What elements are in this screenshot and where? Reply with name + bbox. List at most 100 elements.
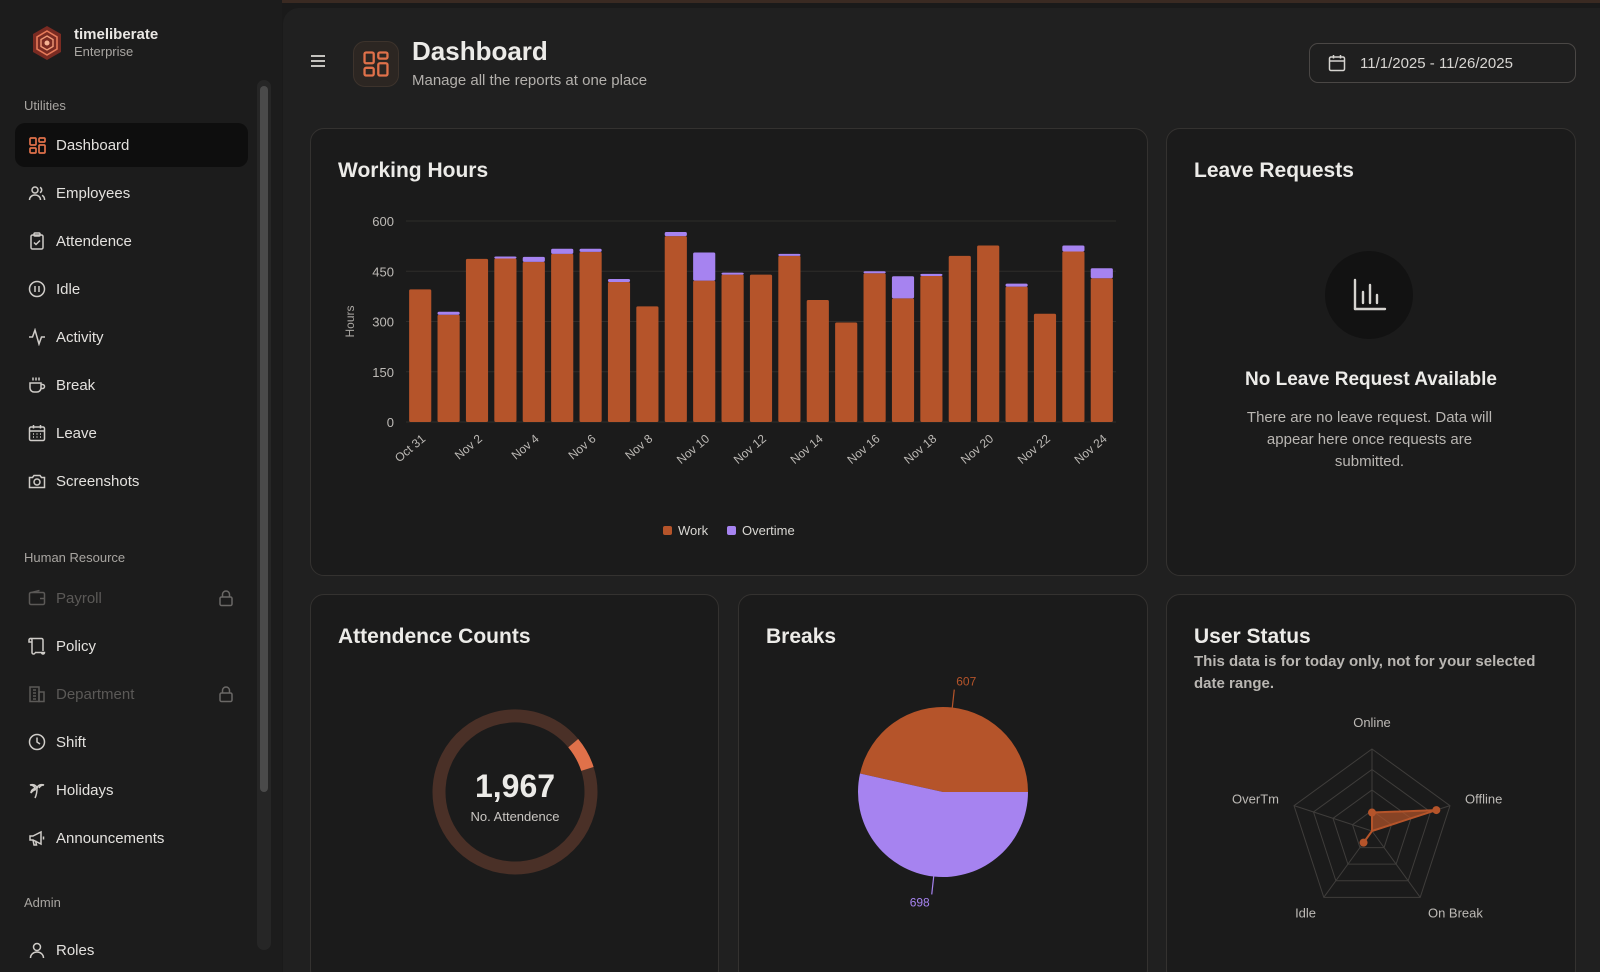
users-icon	[28, 184, 46, 202]
sidebar-item-roles[interactable]: Roles	[15, 928, 248, 972]
sidebar-item-idle[interactable]: Idle	[15, 267, 248, 311]
pause-circle-icon	[28, 280, 46, 298]
sidebar-item-announcements[interactable]: Announcements	[15, 816, 248, 860]
bar-work	[494, 258, 517, 422]
leave-requests-card: Leave Requests No Leave Request Availabl…	[1166, 128, 1576, 576]
clipboard-check-icon	[28, 232, 46, 250]
sidebar-item-payroll[interactable]: Payroll	[15, 576, 248, 620]
section-label-admin: Admin	[24, 895, 61, 910]
sidebar-scroll-thumb[interactable]	[260, 86, 268, 792]
bar-overtime	[437, 311, 460, 315]
sidebar-item-department[interactable]: Department	[15, 672, 248, 716]
bar-overtime	[920, 273, 943, 276]
page-subtitle: Manage all the reports at one place	[412, 72, 648, 89]
user-status-card: User Status This data is for today only,…	[1166, 594, 1576, 972]
pie-data-label: 607	[956, 675, 976, 689]
x-tick-label: Nov 2	[452, 431, 485, 462]
date-range-picker[interactable]: 11/1/2025 - 11/26/2025	[1309, 43, 1576, 83]
sidebar-item-employees[interactable]: Employees	[15, 171, 248, 215]
radar-spoke	[1371, 830, 1421, 898]
x-tick-label: Nov 4	[509, 431, 542, 462]
sidebar-item-label: Activity	[56, 328, 104, 346]
x-tick-label: Nov 8	[622, 431, 655, 462]
radar-axis-label: Idle	[1295, 906, 1316, 921]
bar-work	[437, 314, 460, 422]
section-label-human-resource: Human Resource	[24, 550, 126, 565]
megaphone-icon	[28, 829, 46, 847]
x-tick-label: Oct 31	[392, 431, 428, 465]
sidebar-item-leave[interactable]: Leave	[15, 411, 248, 455]
brand[interactable]: timeliberate Enterprise	[28, 24, 158, 62]
radar-area	[1362, 809, 1437, 844]
sidebar-item-label: Screenshots	[56, 472, 140, 490]
sidebar-item-policy[interactable]: Policy	[15, 624, 248, 668]
sidebar: timeliberate Enterprise Utilities Dashbo…	[0, 0, 282, 972]
bar-work	[749, 274, 773, 422]
pie-slice-607	[860, 706, 1028, 792]
sidebar-item-label: Roles	[56, 941, 95, 959]
lock-icon	[219, 686, 233, 703]
x-tick-label: Nov 18	[901, 431, 939, 466]
x-tick-label: Nov 24	[1072, 431, 1110, 466]
hamburger-menu-icon[interactable]	[307, 50, 329, 72]
sidebar-item-label: Announcements	[56, 829, 165, 847]
bar-chart-icon	[1353, 278, 1387, 311]
empty-state-title: No Leave Request Available	[1244, 369, 1498, 390]
scroll-icon	[28, 637, 46, 655]
legend-label-overtime: Overtime	[742, 523, 795, 538]
activity-icon	[28, 328, 46, 346]
breaks-title: Breaks	[766, 625, 837, 648]
bar-work	[806, 300, 829, 422]
user-status-title: User Status	[1194, 625, 1311, 648]
lock-icon	[219, 590, 233, 607]
radar-grid-ring	[1293, 748, 1451, 898]
grid-icon	[28, 136, 46, 154]
wallet-icon	[28, 589, 46, 607]
legend-swatch-overtime	[727, 526, 736, 535]
pie-data-label: 698	[910, 895, 930, 909]
user-icon	[28, 941, 46, 959]
bar-work	[664, 236, 687, 422]
breaks-pie-chart: 607 698	[858, 675, 1028, 909]
sidebar-item-label: Shift	[56, 733, 87, 751]
working-hours-card: Working Hours 0 150 300 450 600 Hours Oct 31 No…	[310, 128, 1148, 576]
sidebar-item-label: Policy	[56, 637, 97, 655]
sidebar-item-holidays[interactable]: Holidays	[15, 768, 248, 812]
attendence-total-value: 1,967	[475, 768, 555, 804]
bar-work	[409, 289, 432, 422]
x-tick-label: Nov 10	[674, 431, 712, 466]
bar-work	[1033, 313, 1057, 422]
sidebar-item-activity[interactable]: Activity	[15, 315, 248, 359]
palm-tree-icon	[28, 781, 46, 799]
leave-requests-title: Leave Requests	[1194, 159, 1354, 182]
sidebar-item-screenshots[interactable]: Screenshots	[15, 459, 248, 503]
dashboard-header-icon	[353, 41, 399, 87]
sidebar-item-dashboard[interactable]: Dashboard	[15, 123, 248, 167]
page-title: Dashboard	[412, 36, 548, 66]
pie-leader-line	[951, 689, 955, 708]
bar-overtime	[494, 256, 517, 259]
attendence-total-label: No. Attendence	[471, 809, 560, 824]
bar-overtime	[522, 256, 545, 262]
x-tick-label: Nov 12	[731, 431, 769, 466]
bar-work	[835, 322, 858, 422]
bar-work	[977, 245, 1000, 422]
pie-leader-line	[931, 876, 935, 895]
sidebar-item-attendence[interactable]: Attendence	[15, 219, 248, 263]
bar-work	[693, 280, 716, 422]
sidebar-item-label: Department	[56, 685, 135, 703]
section-label-utilities: Utilities	[24, 98, 66, 113]
y-tick-label: 450	[372, 264, 394, 279]
sidebar-item-break[interactable]: Break	[15, 363, 248, 407]
bar-work	[721, 274, 744, 422]
user-status-radar-chart: Online Offline On Break Idle OverTm	[1232, 715, 1502, 921]
sidebar-scrollbar[interactable]	[257, 80, 271, 950]
sidebar-item-label: Payroll	[56, 589, 102, 607]
bar-overtime	[863, 271, 886, 274]
bar-overtime	[579, 248, 602, 252]
sidebar-item-shift[interactable]: Shift	[15, 720, 248, 764]
bar-work	[1090, 278, 1113, 422]
radar-axis-label: Online	[1353, 715, 1391, 730]
breaks-card: Breaks 607 698	[738, 594, 1148, 972]
y-tick-label: 300	[372, 315, 394, 330]
